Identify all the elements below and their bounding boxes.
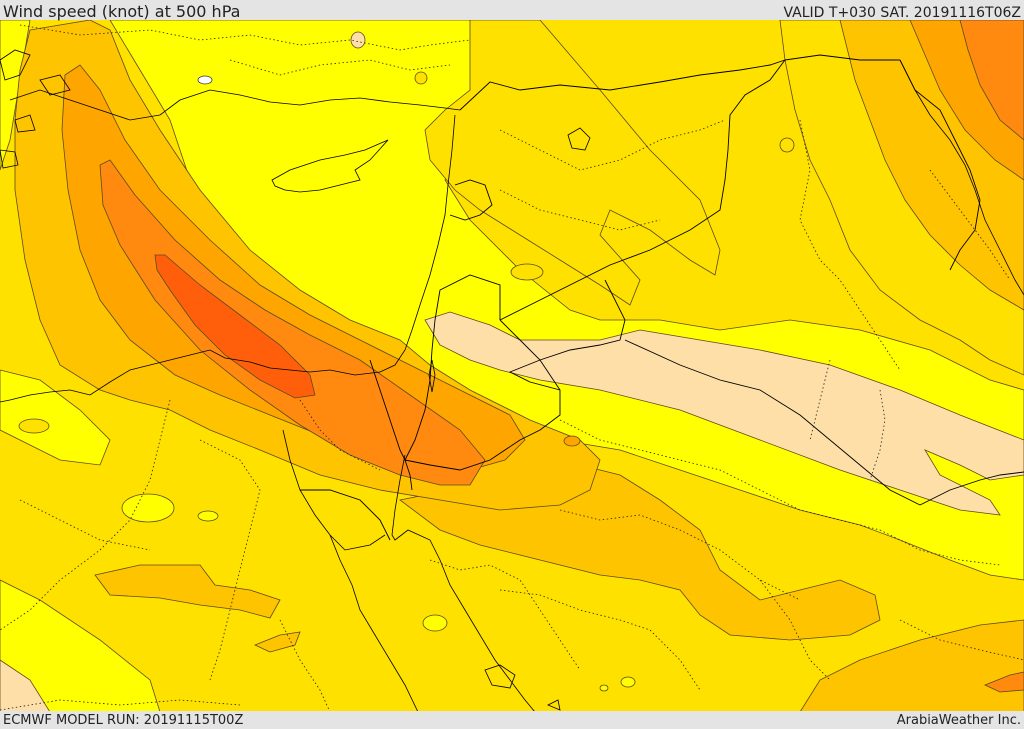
border-syria-iraq xyxy=(499,59,786,321)
border-iraq-kuwait-saudi xyxy=(624,339,921,506)
field-light-southwest xyxy=(0,659,51,712)
field-blob-3 xyxy=(422,614,448,632)
field-blob-10 xyxy=(414,71,428,85)
coast-red-sea-west xyxy=(329,534,419,712)
internal-saudi-mid xyxy=(559,509,801,601)
coast-red-sea-islands xyxy=(484,664,561,711)
border-israel-jordan xyxy=(404,289,441,461)
field-gold-syria xyxy=(424,20,721,306)
coast-aegean xyxy=(0,49,71,133)
credit-label: ArabiaWeather Inc. xyxy=(896,713,1021,728)
internal-iraq-3 xyxy=(869,389,886,481)
internal-iran xyxy=(929,169,1011,281)
field-dark-orange-northeast xyxy=(959,20,1024,141)
internal-saudi-2 xyxy=(759,579,831,681)
footer-bar xyxy=(0,711,1024,729)
coast-turkey xyxy=(9,89,461,121)
border-iraq-saudi xyxy=(508,279,626,391)
internal-saudi-south xyxy=(499,589,701,691)
internal-saudi-east xyxy=(879,529,1001,566)
field-blob-11 xyxy=(779,137,795,153)
field-yellow-west-edge xyxy=(0,20,31,171)
field-yellow-west-mid xyxy=(0,369,111,466)
country-borders xyxy=(300,54,1024,541)
internal-iraq xyxy=(799,119,901,371)
coast-levant xyxy=(379,114,456,373)
internal-syria xyxy=(499,119,726,171)
coast-egypt-west xyxy=(0,364,151,403)
border-turkey-iraq xyxy=(784,54,900,61)
map-canvas xyxy=(0,20,1024,712)
field-blob-1 xyxy=(121,493,175,523)
wind-speed-map[interactable] xyxy=(0,20,1024,712)
coast-egypt-north xyxy=(149,349,381,376)
field-blob-5 xyxy=(599,684,609,692)
internal-syria-2 xyxy=(499,189,661,231)
internal-borders xyxy=(0,24,1024,712)
model-run-label: ECMWF MODEL RUN: 20191115T00Z xyxy=(3,713,244,728)
field-dark-orange-southeast xyxy=(983,671,1024,693)
internal-iraq-2 xyxy=(809,359,831,441)
internal-saudi-north xyxy=(559,419,881,531)
field-blob-7 xyxy=(18,418,50,434)
border-syria-jordan xyxy=(439,274,501,320)
field-light-band xyxy=(424,311,1024,516)
internal-gulf xyxy=(899,619,1024,661)
title-bar xyxy=(0,0,1024,22)
coast-aqaba xyxy=(391,454,536,712)
field-amber-southeast xyxy=(799,619,1024,712)
border-jordan-saudi xyxy=(404,319,561,471)
field-blob-8 xyxy=(563,435,581,447)
internal-sudan xyxy=(0,699,241,711)
internal-egypt-4 xyxy=(279,619,331,712)
field-blob-12 xyxy=(197,75,213,85)
internal-egypt xyxy=(0,399,171,631)
field-blob-2 xyxy=(197,510,219,522)
map-title: Wind speed (knot) at 500 hPa xyxy=(3,2,241,21)
border-kuwait xyxy=(919,471,1024,506)
field-blob-4 xyxy=(620,676,636,688)
field-blob-6 xyxy=(510,263,544,281)
field-yellow-southwest xyxy=(0,579,161,712)
border-sinai-gulf xyxy=(404,459,413,491)
coast-lake-syria xyxy=(567,127,591,151)
coast-gulf-suez xyxy=(282,429,386,551)
internal-sinai xyxy=(299,399,381,471)
coast-dead-sea xyxy=(428,359,436,393)
border-lebanon xyxy=(449,179,493,221)
coastlines xyxy=(0,49,1024,712)
coast-islands-sw xyxy=(0,149,19,169)
border-egypt-sudan xyxy=(300,489,391,541)
border-turkey-syria xyxy=(459,59,786,111)
field-blob-9 xyxy=(350,31,366,49)
field-orange-jet xyxy=(61,64,526,471)
field-amber-egypt-small xyxy=(94,564,281,619)
coast-cyprus xyxy=(271,139,389,193)
field-red-orange-core xyxy=(154,254,316,399)
valid-time: VALID T+030 SAT. 20191116T06Z xyxy=(783,5,1021,21)
field-dark-orange-jet xyxy=(99,159,486,486)
border-egypt-israel xyxy=(369,359,406,461)
coast-persian-gulf xyxy=(899,59,1024,296)
field-amber-small-blob xyxy=(253,631,301,653)
border-iraq-iran xyxy=(899,59,981,271)
